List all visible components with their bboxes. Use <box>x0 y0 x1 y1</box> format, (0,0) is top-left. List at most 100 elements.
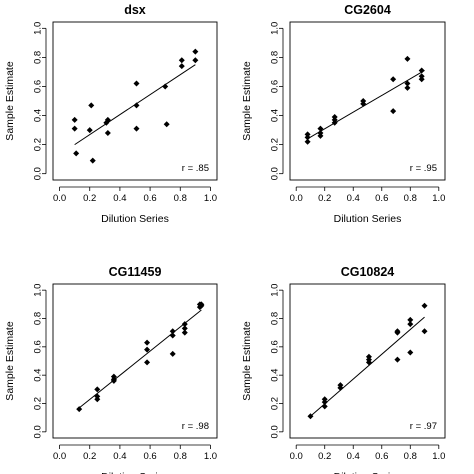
panel-3: CG10824 0.0 0.2 0.4 0.6 0.8 1.0 0.0 0.2 0.4 0.6 0.8… <box>241 265 446 474</box>
x-tick-label: 1.0 <box>204 193 217 204</box>
y-tick-label: 0.0 <box>270 425 281 438</box>
y-tick-label: 0.6 <box>270 340 281 353</box>
y-tick-label: 1.0 <box>270 22 281 35</box>
data-point <box>394 329 401 336</box>
y-tick-label: 0.0 <box>33 425 44 438</box>
x-tick-label: 0.0 <box>53 193 66 204</box>
data-point <box>304 138 311 145</box>
data-point <box>365 359 372 366</box>
x-tick-label: 0.4 <box>113 193 126 204</box>
data-point <box>418 76 425 83</box>
y-tick-label: 1.0 <box>33 22 44 35</box>
y-tick-label: 0.2 <box>33 397 44 410</box>
data-point <box>94 396 101 403</box>
x-tick-label: 0.0 <box>53 451 66 462</box>
data-point <box>390 76 397 83</box>
data-point <box>169 328 176 335</box>
correlation-label: r = .85 <box>182 163 209 174</box>
plot-frame <box>289 283 446 439</box>
panel-0: dsx 0.0 0.2 0.4 0.6 0.8 1.0 0.0 0.2 0.4 0.6 0.8 1.0 D… <box>4 3 218 225</box>
data-point <box>407 316 414 323</box>
data-point <box>337 384 344 391</box>
data-point <box>144 346 151 353</box>
x-tick-label: 1.0 <box>432 451 445 462</box>
correlation-label: r = .97 <box>410 421 437 432</box>
data-point <box>390 108 397 115</box>
data-point <box>86 127 93 134</box>
data-point <box>192 48 199 55</box>
data-point <box>404 80 411 87</box>
y-tick-label: 0.6 <box>33 340 44 353</box>
data-point <box>394 356 401 363</box>
data-point <box>418 67 425 74</box>
y-tick-label: 0.0 <box>270 167 281 180</box>
y-axis-label: Sample Estimate <box>4 321 16 401</box>
data-point <box>304 134 311 141</box>
data-point <box>404 55 411 62</box>
x-tick-label: 1.0 <box>204 451 217 462</box>
data-point <box>133 102 140 109</box>
data-point <box>71 116 78 123</box>
x-tick-label: 0.2 <box>318 193 331 204</box>
y-tick-label: 1.0 <box>33 284 44 297</box>
data-point <box>104 129 111 136</box>
y-tick-label: 0.4 <box>270 369 281 382</box>
x-tick-label: 0.8 <box>404 193 417 204</box>
data-point <box>181 329 188 336</box>
correlation-label: r = .95 <box>410 163 437 174</box>
y-tick-label: 0.2 <box>33 138 44 151</box>
y-axis-label: Sample Estimate <box>241 61 253 141</box>
data-point <box>144 339 151 346</box>
chart-title: CG10824 <box>341 265 395 279</box>
data-point <box>73 150 80 157</box>
data-point <box>110 377 117 384</box>
y-tick-label: 1.0 <box>270 284 281 297</box>
data-point <box>144 359 151 366</box>
chart-title: dsx <box>124 3 146 17</box>
data-point <box>317 125 324 132</box>
data-point <box>321 399 328 406</box>
data-point <box>360 100 367 107</box>
y-tick-label: 0.8 <box>33 51 44 64</box>
data-point <box>104 116 111 123</box>
x-axis-label: Dilution Series <box>101 213 169 225</box>
data-point <box>181 321 188 328</box>
y-tick-label: 0.8 <box>270 51 281 64</box>
chart-title: CG11459 <box>109 265 162 279</box>
x-tick-label: 0.6 <box>375 451 388 462</box>
y-tick-label: 0.6 <box>33 80 44 93</box>
data-point <box>178 57 185 64</box>
data-point <box>307 413 314 420</box>
x-tick-label: 0.4 <box>347 193 360 204</box>
x-tick-label: 0.0 <box>290 451 303 462</box>
panel-1: CG2604 0.0 0.2 0.4 0.6 0.8 1.0 0.0 0.2 0.4 0.6 0.8 1… <box>241 3 446 225</box>
y-tick-label: 0.6 <box>270 80 281 93</box>
correlation-label: r = .98 <box>182 421 209 432</box>
y-axis-label: Sample Estimate <box>241 321 253 401</box>
data-point <box>88 102 95 109</box>
data-point <box>321 403 328 410</box>
data-point <box>71 125 78 132</box>
y-tick-label: 0.0 <box>33 167 44 180</box>
data-point <box>331 119 338 126</box>
data-point <box>133 125 140 132</box>
y-tick-label: 0.2 <box>270 138 281 151</box>
plot-frame <box>52 21 218 181</box>
x-tick-label: 0.2 <box>318 451 331 462</box>
y-tick-label: 0.4 <box>33 369 44 382</box>
y-tick-label: 0.2 <box>270 397 281 410</box>
regression-line <box>310 316 425 417</box>
x-tick-label: 0.4 <box>347 451 360 462</box>
x-tick-label: 0.8 <box>174 451 187 462</box>
x-tick-label: 0.6 <box>375 193 388 204</box>
data-point <box>421 328 428 335</box>
data-point <box>178 63 185 70</box>
plot-frame <box>52 283 218 439</box>
x-tick-label: 0.8 <box>174 193 187 204</box>
x-tick-label: 0.8 <box>404 451 417 462</box>
data-point <box>192 57 199 64</box>
x-tick-label: 0.4 <box>113 451 126 462</box>
regression-line <box>307 70 425 140</box>
data-point <box>317 132 324 139</box>
